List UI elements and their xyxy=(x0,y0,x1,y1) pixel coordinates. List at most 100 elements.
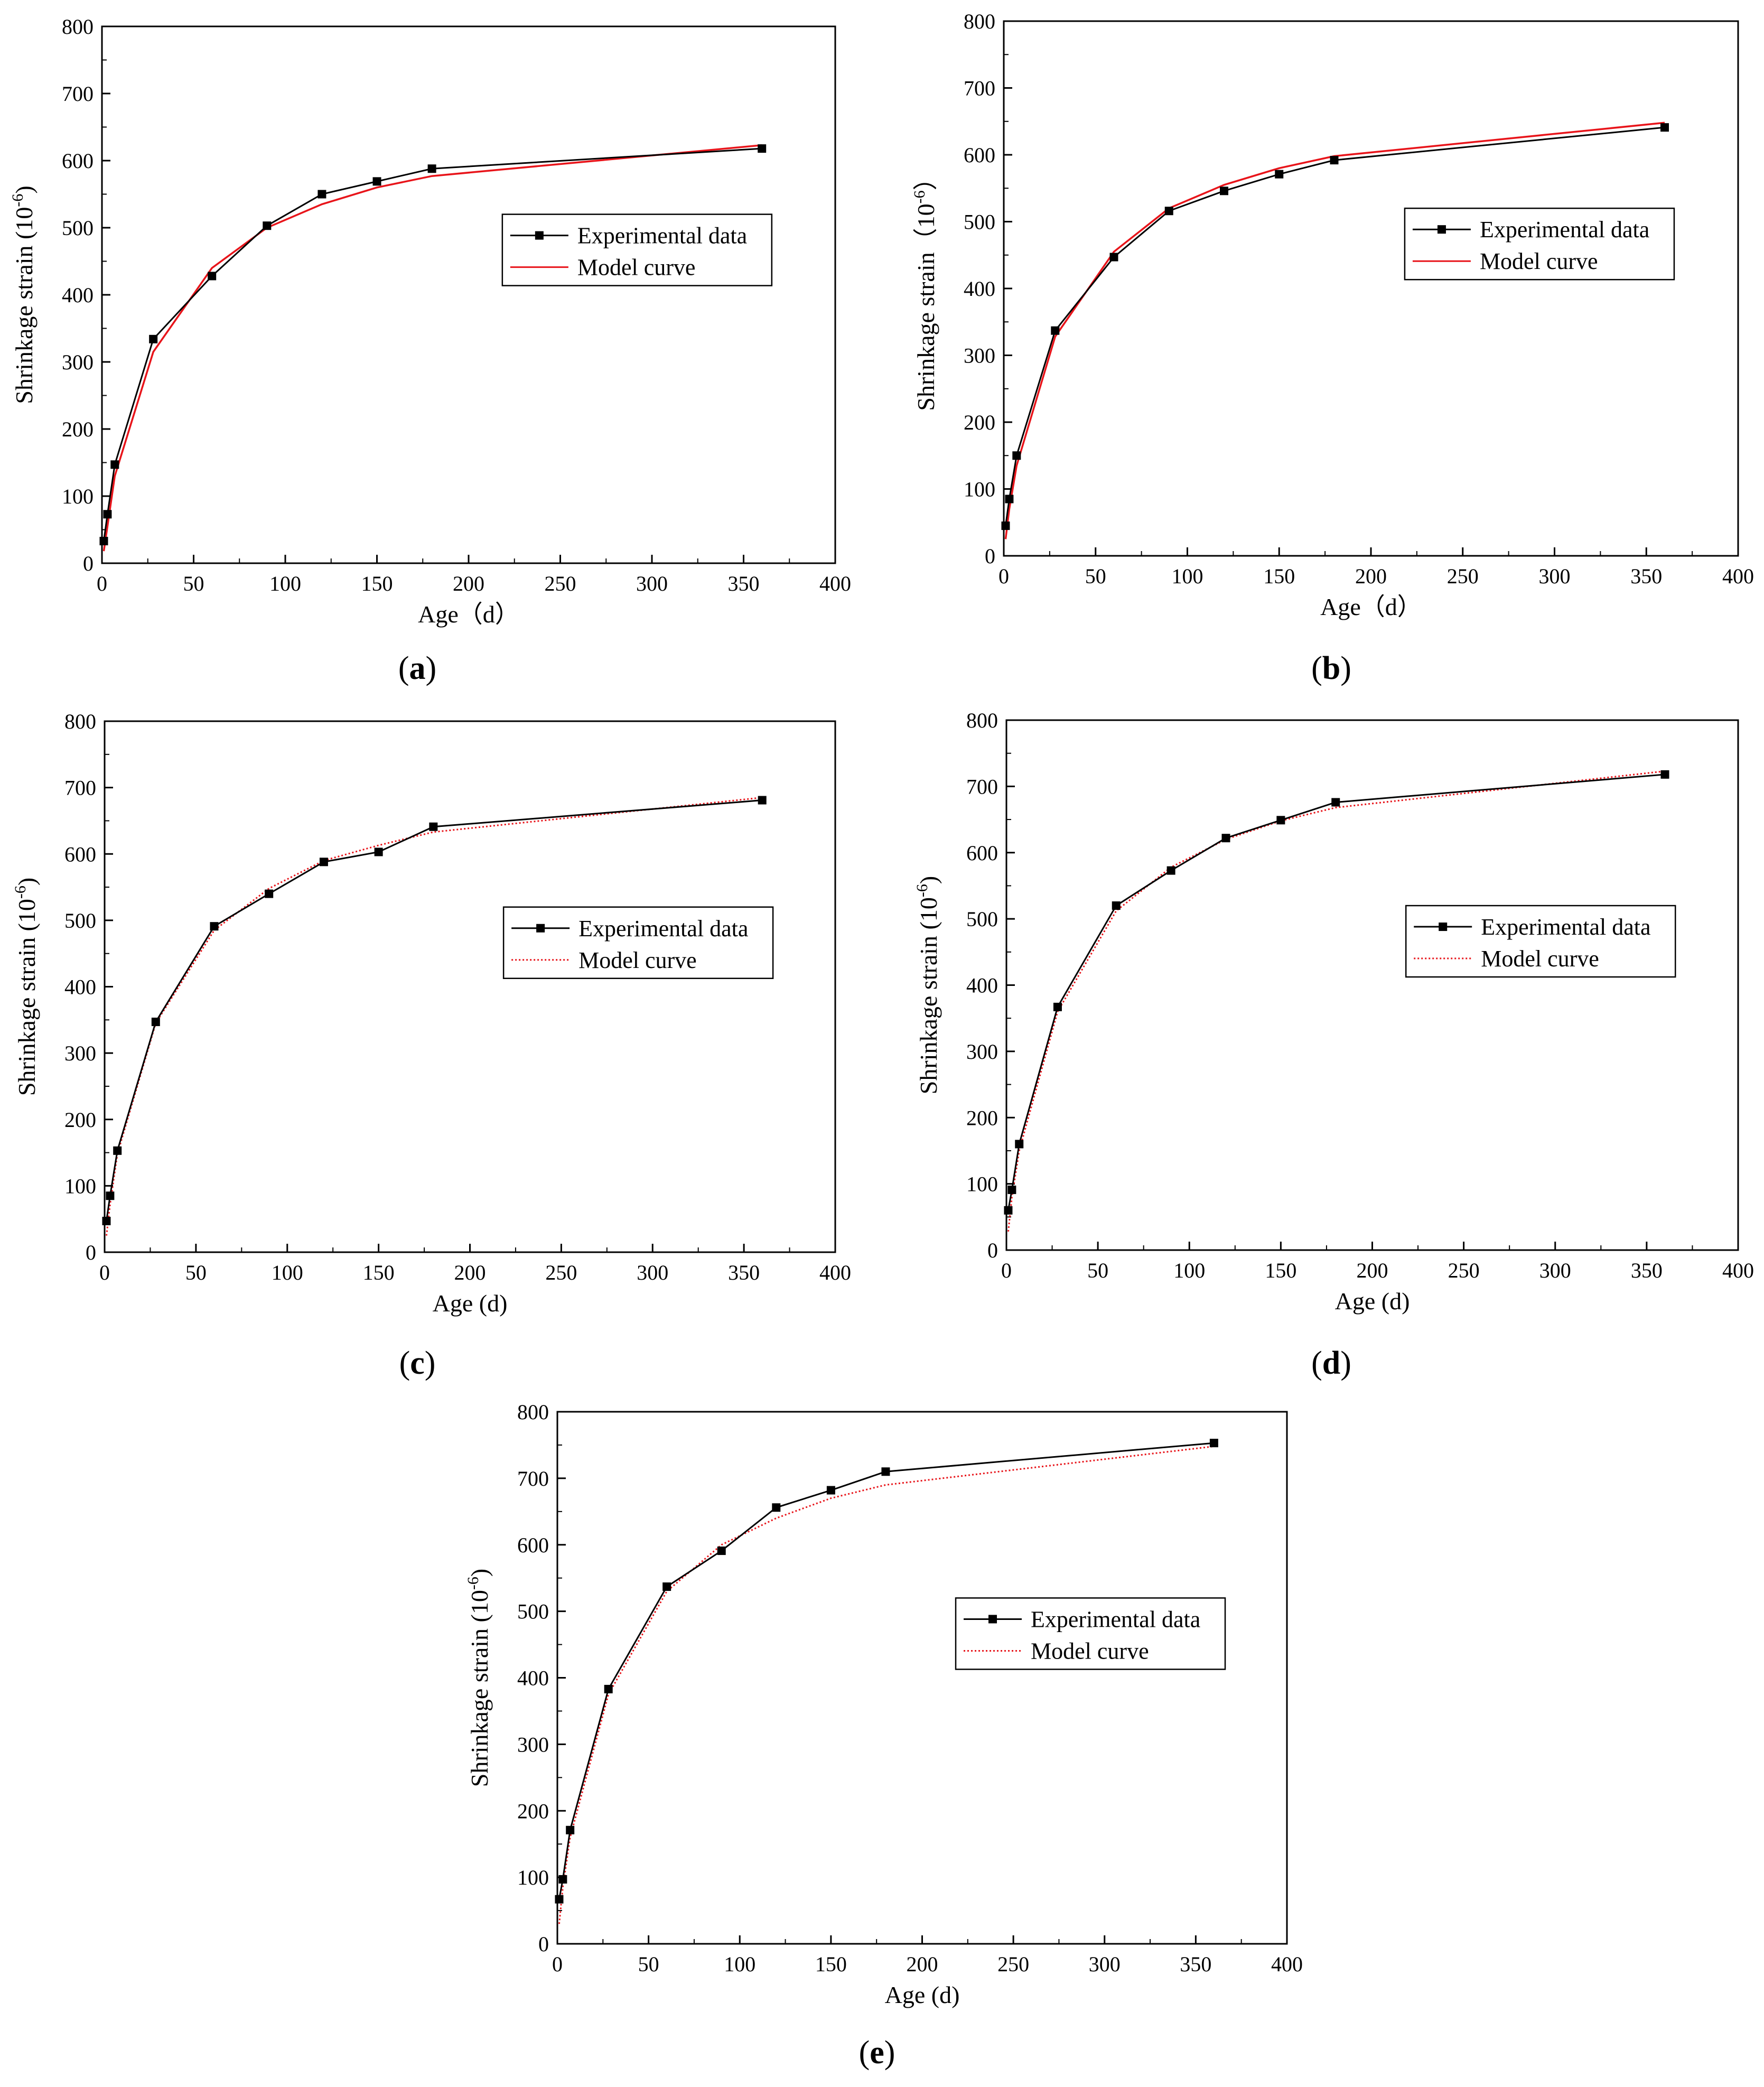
panel-caption-letter: b xyxy=(1322,650,1340,686)
experimental-data-point xyxy=(1331,798,1340,807)
x-axis-title: Age（d） xyxy=(1320,593,1422,620)
legend-experimental-marker xyxy=(988,1615,997,1624)
experimental-data-point xyxy=(1164,207,1173,216)
experimental-data-point xyxy=(881,1467,890,1476)
y-tick-label: 400 xyxy=(517,1666,549,1690)
panel-caption-close: ) xyxy=(426,650,437,686)
y-tick-label: 100 xyxy=(62,485,94,508)
y-tick-label: 700 xyxy=(964,77,995,100)
y-axis-title-close: ） xyxy=(912,166,939,190)
x-tick-label: 400 xyxy=(1271,1952,1303,1976)
x-tick-label: 300 xyxy=(1089,1952,1121,1976)
legend-experimental-marker xyxy=(536,924,545,933)
x-tick-label: 350 xyxy=(728,572,760,595)
x-tick-label: 350 xyxy=(1631,1259,1663,1282)
legend-model-label: Model curve xyxy=(1480,248,1598,274)
series-experimental-data xyxy=(558,1442,1215,1899)
x-tick-label: 50 xyxy=(185,1261,207,1284)
x-tick-label: 400 xyxy=(1722,564,1754,588)
experimental-data-point xyxy=(1660,123,1669,132)
x-tick-label: 250 xyxy=(545,572,576,595)
y-tick-label: 800 xyxy=(964,10,995,33)
legend-experimental-label: Experimental data xyxy=(578,916,748,942)
legend: Experimental data Model curve xyxy=(1405,905,1676,978)
y-axis-title: Shrinkage strain（10-6） xyxy=(911,166,939,411)
x-tick-label: 0 xyxy=(552,1952,563,1976)
x-tick-label: 250 xyxy=(997,1952,1029,1976)
experimental-data-point xyxy=(772,1503,781,1512)
legend-experimental-label: Experimental data xyxy=(577,223,747,249)
experimental-data-point xyxy=(1166,866,1175,875)
panel-caption-open: ( xyxy=(1311,1345,1322,1381)
panel-caption-close: ) xyxy=(1340,650,1351,686)
experimental-data-point xyxy=(372,177,381,186)
y-tick-label: 400 xyxy=(966,974,998,998)
x-axis-title: Age（d） xyxy=(418,601,519,628)
y-tick-label: 200 xyxy=(964,411,995,434)
experimental-data-point xyxy=(1004,1206,1013,1215)
experimental-data-point xyxy=(1051,326,1060,335)
y-tick-label: 600 xyxy=(62,149,94,173)
y-tick-label: 400 xyxy=(964,277,995,301)
y-tick-label: 700 xyxy=(517,1467,549,1490)
y-tick-label: 0 xyxy=(538,1932,549,1956)
legend-box xyxy=(955,1597,1226,1670)
x-tick-label: 150 xyxy=(815,1952,847,1976)
y-tick-label: 500 xyxy=(964,210,995,234)
x-tick-label: 0 xyxy=(1001,1259,1012,1282)
y-axis-title-close: ) xyxy=(466,1569,493,1577)
x-tick-label: 350 xyxy=(1180,1952,1211,1976)
legend-box xyxy=(1405,905,1676,978)
y-tick-label: 100 xyxy=(64,1174,96,1198)
y-tick-label: 300 xyxy=(517,1732,549,1756)
experimental-data-point xyxy=(113,1146,122,1155)
x-tick-label: 200 xyxy=(1355,564,1387,588)
x-tick-label: 350 xyxy=(1630,564,1662,588)
x-tick-label: 200 xyxy=(1357,1259,1388,1282)
y-tick-label: 400 xyxy=(62,283,94,307)
y-tick-label: 600 xyxy=(964,143,995,167)
panel-caption-open: ( xyxy=(859,2035,870,2071)
legend-experimental-marker xyxy=(1439,923,1448,931)
experimental-data-point xyxy=(149,334,158,343)
x-tick-label: 100 xyxy=(724,1952,755,1976)
x-tick-label: 150 xyxy=(1263,564,1295,588)
x-tick-label: 400 xyxy=(1722,1259,1754,1282)
legend: Experimental data Model curve xyxy=(501,213,773,286)
x-tick-label: 100 xyxy=(1173,1259,1205,1282)
legend-experimental-label: Experimental data xyxy=(1480,217,1649,243)
experimental-data-point xyxy=(1330,156,1339,165)
y-axis-title-close: ) xyxy=(11,185,38,193)
experimental-data-point xyxy=(1012,451,1021,460)
experimental-data-point xyxy=(758,144,767,153)
x-tick-label: 0 xyxy=(99,1261,110,1284)
experimental-data-point xyxy=(1005,495,1014,504)
chart-panel-b: 0 50 100 150 200 250 300 350 400 0 100 200 300 400 500… xyxy=(911,10,1754,686)
experimental-data-point xyxy=(429,822,438,831)
experimental-data-point xyxy=(374,847,383,856)
y-axis-title-main: Shrinkage strain (10 xyxy=(11,207,38,404)
x-tick-label: 300 xyxy=(637,1261,668,1284)
x-tick-label: 150 xyxy=(1265,1259,1296,1282)
legend-experimental-marker xyxy=(1437,225,1446,234)
y-tick-label: 200 xyxy=(966,1106,998,1130)
chart-panel-d: 0 50 100 150 200 250 300 350 400 0 100 200 300 400 500… xyxy=(913,709,1754,1381)
y-axis-title-exponent: -6 xyxy=(913,884,931,897)
panel-caption-close: ) xyxy=(1340,1345,1351,1381)
experimental-data-point xyxy=(1209,1439,1218,1448)
experimental-data-point xyxy=(208,272,217,281)
experimental-data-point xyxy=(1276,816,1285,825)
x-axis-title: Age (d) xyxy=(433,1290,508,1317)
experimental-data-point xyxy=(717,1546,726,1555)
legend-model-label: Model curve xyxy=(1031,1638,1149,1664)
experimental-data-point xyxy=(1015,1140,1024,1149)
y-tick-label: 300 xyxy=(62,350,94,374)
plot-frame xyxy=(1003,20,1739,557)
panel-caption-open: ( xyxy=(398,650,409,686)
experimental-data-point xyxy=(662,1582,671,1591)
series-experimental-data xyxy=(1007,774,1665,1211)
experimental-data-point xyxy=(103,510,112,519)
experimental-data-point xyxy=(1001,521,1010,530)
y-axis-title-exponent: -6 xyxy=(12,886,29,899)
x-tick-label: 200 xyxy=(453,572,484,595)
